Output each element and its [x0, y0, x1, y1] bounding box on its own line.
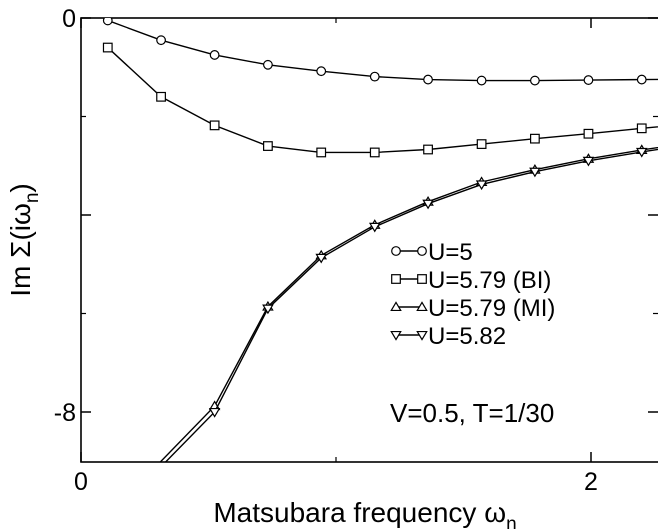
legend-marker-end: [417, 274, 427, 284]
legend-marker-end: [416, 301, 428, 312]
data-point-u5: [530, 75, 540, 86]
parameter-annotation: V=0.5, T=1/30: [390, 398, 554, 428]
legend-item-u579-bi: U=5.79 (BI): [391, 267, 551, 294]
data-point-u582: [529, 167, 541, 178]
data-point-u582: [422, 199, 434, 210]
plot-frame: [80, 17, 658, 463]
data-point-u579-bi: [636, 123, 647, 134]
series-line-u579-bi: [107, 47, 658, 154]
data-point-u5: [636, 74, 647, 85]
data-point-u579-bi: [102, 42, 113, 53]
data-point-u579-bi: [316, 147, 327, 158]
data-point-u582: [368, 222, 381, 233]
series-u5: [102, 18, 658, 86]
data-point-u5: [102, 18, 113, 26]
legend-item-u582: U=5.82: [390, 323, 506, 350]
data-point-u582: [262, 304, 274, 315]
data-point-u5: [369, 71, 380, 82]
x-tick-label: 0: [74, 468, 88, 496]
series-u579-bi: [102, 42, 658, 158]
data-point-u579-bi: [583, 128, 594, 139]
legend-marker-start: [390, 301, 402, 312]
y-axis-title: Im Σ(iωn): [5, 183, 43, 297]
series-u582: [164, 147, 658, 462]
legend: U=5U=5.79 (BI)U=5.79 (MI)U=5.82: [390, 239, 555, 350]
legend-item-u5: U=5: [391, 239, 473, 266]
data-point-u5: [263, 59, 273, 70]
legend-item-u579-mi: U=5.79 (MI): [390, 295, 555, 322]
data-point-u5: [316, 66, 327, 77]
data-point-u582: [208, 407, 221, 418]
data-point-u579-bi: [263, 141, 273, 151]
y-tick-label: -8: [54, 399, 76, 427]
data-point-u582: [475, 180, 488, 191]
legend-label: U=5.79 (MI): [428, 295, 555, 322]
legend-marker-start: [391, 246, 401, 256]
data-point-u5: [583, 75, 594, 85]
series-line-u579-mi: [159, 146, 658, 462]
data-point-u5: [156, 35, 166, 46]
x-axis-title: Matsubara frequency ωn: [213, 497, 516, 529]
data-point-u579-bi: [156, 91, 166, 102]
data-point-u579-bi: [369, 147, 380, 158]
legend-marker-end: [417, 246, 427, 256]
data-point-u5: [209, 50, 220, 60]
legend-marker-start: [390, 330, 402, 341]
series-line-u582: [164, 148, 658, 462]
legend-marker-start: [391, 274, 401, 284]
data-point-u579-bi: [529, 133, 540, 144]
data-point-u579-bi: [476, 139, 487, 149]
data-point-u5: [476, 75, 487, 86]
x-tick-label: 2: [584, 468, 598, 496]
legend-label: U=5.79 (BI): [428, 267, 551, 294]
y-tick-label: 0: [62, 5, 76, 33]
legend-marker-end: [416, 330, 428, 341]
data-point-u5: [423, 74, 433, 85]
data-point-u582: [635, 147, 648, 158]
data-point-u582: [315, 253, 327, 264]
data-point-u579-bi: [209, 120, 220, 131]
legend-label: U=5: [428, 239, 473, 266]
legend-label: U=5.82: [428, 323, 506, 350]
data-point-u582: [582, 156, 595, 167]
series-line-u5: [107, 19, 658, 82]
data-point-u579-bi: [423, 144, 433, 155]
